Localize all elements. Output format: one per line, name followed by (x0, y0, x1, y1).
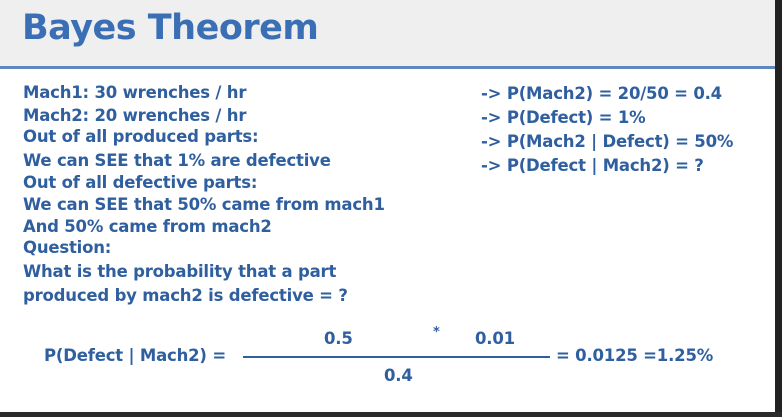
left-line-3: Out of all produced parts: (23, 127, 259, 146)
right-line-2: -> P(Defect) = 1% (481, 108, 646, 127)
right-line-1: -> P(Mach2) = 20/50 = 0.4 (481, 84, 722, 103)
left-line-1: Mach1: 30 wrenches / hr (23, 83, 247, 102)
left-line-8: Question: (23, 238, 112, 257)
left-line-4: We can SEE that 1% are defective (23, 151, 331, 170)
left-line-10: produced by mach2 is defective = ? (23, 286, 348, 305)
left-line-9: What is the probability that a part (23, 262, 337, 281)
right-line-3: -> P(Mach2 | Defect) = 50% (481, 132, 734, 151)
formula-result: = 0.0125 =1.25% (556, 346, 714, 365)
formula-lhs: P(Defect | Mach2) = (44, 346, 226, 365)
left-line-5: Out of all defective parts: (23, 173, 258, 192)
window-edge-right (775, 0, 782, 417)
left-line-6: We can SEE that 50% came from mach1 (23, 195, 385, 214)
left-line-2: Mach2: 20 wrenches / hr (23, 106, 247, 125)
formula-numerator-b: 0.01 (475, 329, 515, 348)
formula-denominator: 0.4 (384, 366, 413, 385)
formula-operator: * (433, 325, 440, 340)
left-line-7: And 50% came from mach2 (23, 217, 272, 236)
right-line-4: -> P(Defect | Mach2) = ? (481, 156, 704, 175)
header-band (0, 0, 775, 66)
fraction-bar (243, 356, 550, 358)
window-edge-bottom (0, 412, 782, 417)
slide: Bayes Theorem Mach1: 30 wrenches / hr Ma… (0, 0, 775, 412)
formula-numerator-a: 0.5 (324, 329, 353, 348)
slide-title: Bayes Theorem (22, 8, 319, 48)
title-divider (0, 66, 775, 69)
